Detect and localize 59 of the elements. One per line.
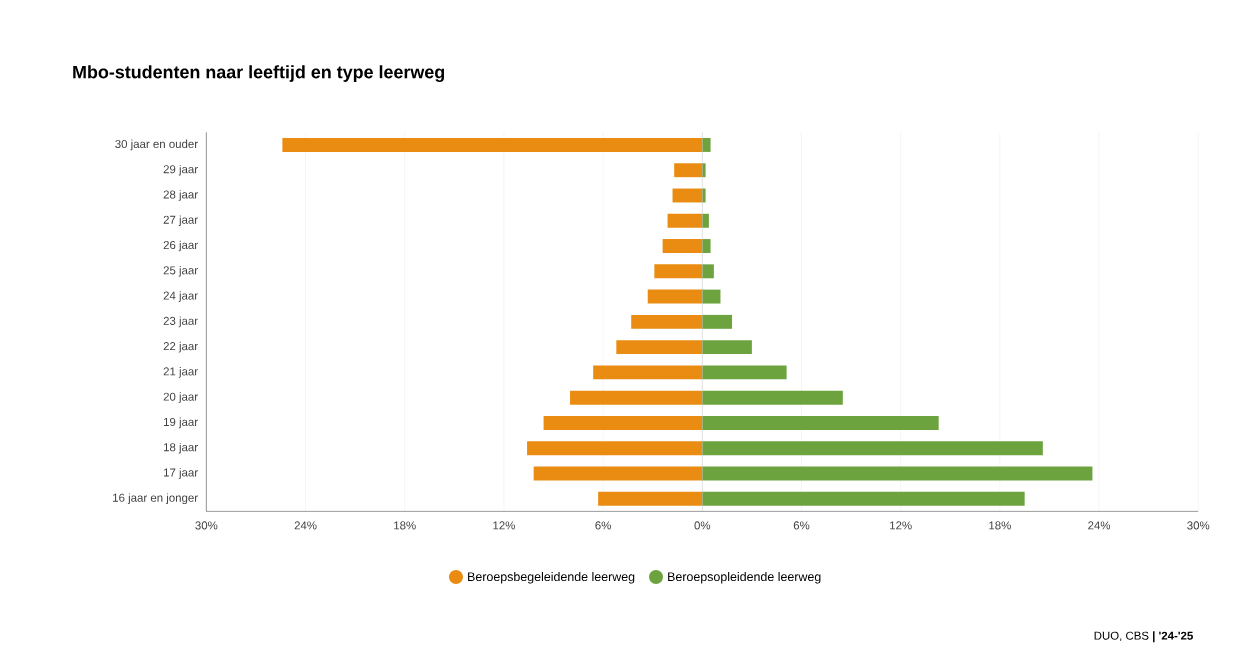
bar bbox=[631, 315, 703, 330]
bar bbox=[702, 163, 706, 178]
x-tick-label: 30% bbox=[195, 521, 218, 530]
bar bbox=[702, 264, 714, 279]
legend-label: Beroepsopleidende leerweg bbox=[668, 572, 821, 584]
y-tick-label: 16 jaar en jonger bbox=[113, 493, 198, 505]
bar bbox=[702, 239, 711, 254]
bar bbox=[598, 491, 703, 506]
text: DUO, CBS | '24-'25 bbox=[1094, 631, 1193, 643]
x-tick-label: 24% bbox=[294, 521, 317, 530]
legend-label: Beroepsbegeleidende leerweg bbox=[468, 572, 635, 584]
y-tick-label: 23 jaar bbox=[163, 316, 198, 328]
y-tick-label: 28 jaar bbox=[163, 190, 198, 202]
y-tick-label: 29 jaar bbox=[163, 165, 198, 176]
y-tick-label: 22 jaar bbox=[163, 342, 198, 353]
bar bbox=[702, 491, 1025, 506]
bar bbox=[647, 289, 703, 304]
y-tick-label: 21 jaar bbox=[163, 367, 198, 378]
x-tick-label: 12% bbox=[493, 521, 515, 530]
bar bbox=[702, 416, 939, 431]
y-tick-label: 19 jaar bbox=[163, 417, 198, 429]
bar bbox=[667, 214, 703, 228]
y-tick-label: 18 jaar bbox=[163, 443, 198, 454]
bar bbox=[702, 315, 733, 330]
x-tick-label: 18% bbox=[989, 521, 1011, 530]
x-tick-label: 6% bbox=[595, 521, 611, 530]
y-tick-label: 24 jaar bbox=[163, 291, 198, 303]
bar bbox=[654, 264, 703, 279]
bar bbox=[702, 138, 711, 153]
bar bbox=[702, 214, 709, 228]
bar bbox=[702, 289, 721, 304]
bar bbox=[527, 441, 703, 456]
bar bbox=[616, 340, 703, 355]
bar bbox=[702, 466, 1093, 481]
bar bbox=[702, 340, 752, 355]
bar bbox=[593, 365, 703, 380]
y-tick-label: 26 jaar bbox=[163, 240, 198, 252]
bar bbox=[570, 390, 703, 405]
bar bbox=[702, 365, 787, 380]
bar bbox=[282, 138, 703, 153]
x-tick-label: 18% bbox=[394, 521, 416, 530]
bar bbox=[674, 163, 703, 178]
bar bbox=[702, 390, 843, 405]
y-tick-label: 30 jaar en ouder bbox=[115, 139, 198, 151]
bar bbox=[543, 416, 703, 431]
bar bbox=[533, 466, 703, 481]
x-tick-label: 30% bbox=[1187, 521, 1210, 530]
bar bbox=[702, 441, 1043, 456]
bar bbox=[672, 188, 703, 203]
y-tick-label: 17 jaar bbox=[163, 468, 198, 480]
y-tick-label: 25 jaar bbox=[163, 266, 198, 277]
y-tick-label: 27 jaar bbox=[163, 215, 198, 227]
x-tick-label: 12% bbox=[890, 521, 912, 530]
x-tick-label: 0% bbox=[694, 521, 711, 530]
y-tick-label: 20 jaar bbox=[163, 392, 198, 404]
x-tick-label: 6% bbox=[793, 521, 810, 530]
x-tick-label: 24% bbox=[1088, 521, 1111, 530]
bar bbox=[662, 239, 703, 254]
chart-title: Mbo-studenten naar leeftijd en type leerweg bbox=[73, 65, 445, 83]
